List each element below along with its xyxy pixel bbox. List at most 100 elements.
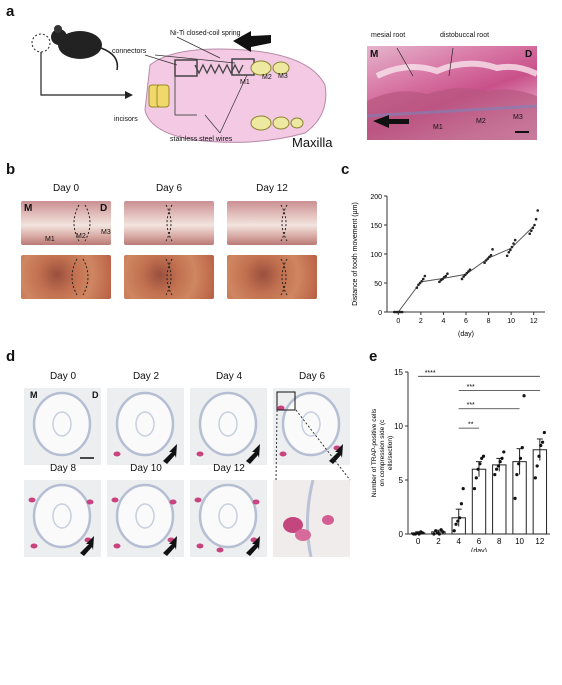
data-point xyxy=(465,271,469,275)
data-point xyxy=(533,223,536,227)
data-point xyxy=(400,310,404,314)
x-tick-label: 2 xyxy=(436,537,441,546)
histology-day-label: Day 4 xyxy=(215,371,243,382)
histology-tile xyxy=(24,388,101,465)
arrow-icon xyxy=(80,536,94,556)
y-tick-label: 0 xyxy=(399,530,404,539)
data-point xyxy=(420,279,423,283)
panel-label-e: e xyxy=(369,348,378,365)
histology-day-label: Day 6 xyxy=(298,371,326,382)
photo-d-label: D xyxy=(100,203,108,214)
hist-grid-d-label: D xyxy=(92,390,99,400)
root-outline xyxy=(281,391,341,457)
data-point xyxy=(444,274,448,278)
arrow-icon xyxy=(163,444,177,464)
data-point xyxy=(512,242,515,245)
data-point xyxy=(483,261,486,264)
panel-a-schematic xyxy=(31,25,327,143)
histology-tile xyxy=(273,480,350,557)
significance-label: **** xyxy=(425,370,436,377)
connectors-label: connectors xyxy=(112,48,147,55)
trap-cell xyxy=(28,497,36,503)
trap-cell xyxy=(322,515,334,525)
data-point xyxy=(542,430,546,435)
y-tick-label: 100 xyxy=(370,252,382,259)
histology-tile xyxy=(107,388,184,465)
root-outline xyxy=(198,391,258,457)
data-point xyxy=(417,532,421,536)
trap-cell xyxy=(196,543,204,549)
x-tick-label: 4 xyxy=(441,318,445,325)
arrow-icon xyxy=(246,536,260,556)
pulp-outline xyxy=(135,503,155,529)
zoom-root-outline xyxy=(305,480,315,557)
trap-cell xyxy=(277,405,285,411)
transillumination-photo-day6 xyxy=(124,255,214,299)
data-point xyxy=(474,476,478,480)
panel-label-a: a xyxy=(6,3,15,20)
data-point xyxy=(533,476,537,480)
pulp-outline xyxy=(218,503,238,529)
data-point xyxy=(496,464,500,468)
data-point xyxy=(522,394,526,398)
data-point xyxy=(530,229,533,233)
data-point xyxy=(439,528,443,532)
x-tick-label: 12 xyxy=(535,537,544,546)
root-outline xyxy=(32,483,92,549)
data-point xyxy=(418,281,422,285)
data-point xyxy=(493,473,497,477)
histology-day-label: Day 8 xyxy=(49,463,77,474)
photo-m1-label: M1 xyxy=(45,236,55,243)
trap-cell xyxy=(194,497,202,503)
histology-tile-drawing xyxy=(273,480,350,557)
significance-label: *** xyxy=(467,402,475,409)
data-point xyxy=(517,462,521,466)
data-point xyxy=(452,529,456,533)
trap-cell xyxy=(216,547,224,553)
data-point xyxy=(510,245,514,249)
trap-cell xyxy=(113,543,121,549)
histology-day-label: Day 10 xyxy=(130,463,162,474)
bar xyxy=(471,468,487,535)
schematic-m1-label: M1 xyxy=(240,79,250,86)
data-point xyxy=(460,277,464,281)
data-point xyxy=(456,519,460,523)
y-axis-title: on compression side (c xyxy=(379,419,386,487)
wires-label: stainless steel wires xyxy=(170,136,233,143)
trap-cell xyxy=(283,517,303,533)
hist-m2-label: M2 xyxy=(476,118,486,125)
y-axis-title: ells/section) xyxy=(387,436,394,470)
data-point xyxy=(458,516,462,520)
panel-label-b: b xyxy=(6,161,16,178)
x-tick-label: 0 xyxy=(416,537,421,546)
distobuccal-root-label: distobuccal root xyxy=(440,32,490,39)
hist-m-label: M xyxy=(370,49,379,60)
root-outline xyxy=(115,483,175,549)
data-point xyxy=(434,529,438,533)
arrow-icon xyxy=(163,536,177,556)
histology-tile-drawing xyxy=(276,391,343,464)
incisors-label: incisors xyxy=(114,116,138,123)
trap-cell xyxy=(113,451,121,457)
data-point xyxy=(489,253,493,257)
data-point xyxy=(507,250,511,254)
histology-tile-drawing xyxy=(28,483,94,556)
data-point xyxy=(459,502,464,506)
x-tick-label: 10 xyxy=(507,318,515,325)
histology-day-label: Day 12 xyxy=(213,463,245,474)
trap-cell xyxy=(279,451,287,457)
data-point xyxy=(537,454,541,458)
mean-line xyxy=(397,225,535,313)
pulp-outline xyxy=(52,411,72,437)
trap-cell xyxy=(196,451,204,457)
photo-day-label-12: Day 12 xyxy=(256,183,288,194)
x-axis-title: (day) xyxy=(471,548,487,552)
hist-d-label: D xyxy=(525,49,533,60)
data-point xyxy=(432,532,436,536)
histology-tile xyxy=(190,388,267,465)
photo-m-label: M xyxy=(24,203,33,214)
significance-label: ** xyxy=(468,422,474,429)
zoom-box xyxy=(276,391,296,411)
y-tick-label: 150 xyxy=(370,223,382,230)
arrow-icon xyxy=(246,444,260,464)
